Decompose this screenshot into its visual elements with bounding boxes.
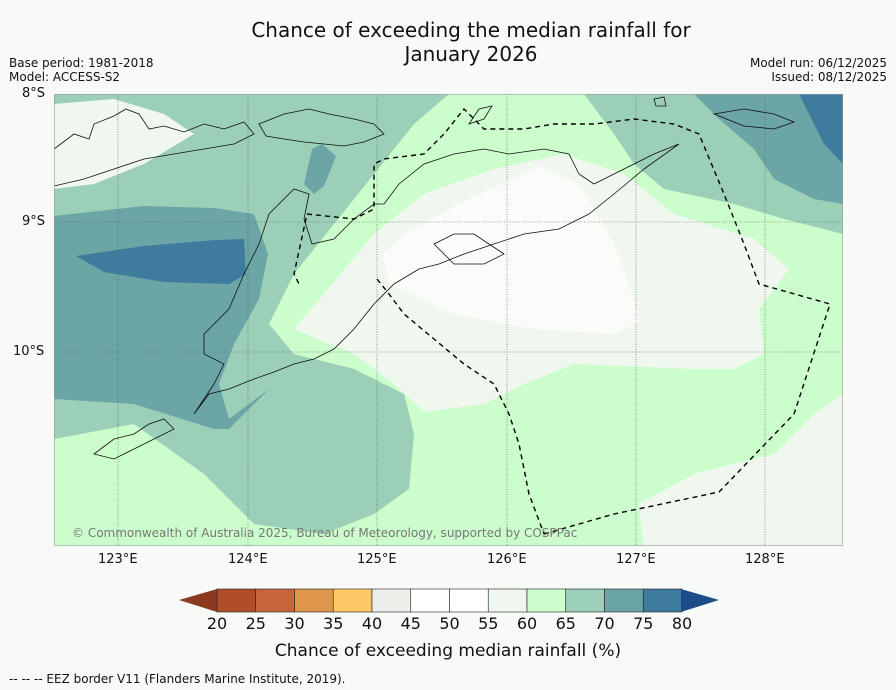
colorbar-box [410, 588, 450, 613]
graticule [54, 94, 843, 546]
colorbar-box [294, 588, 334, 613]
colorbar-tick-label: 70 [594, 614, 615, 633]
colorbar [179, 588, 719, 613]
colorbar-tick-label: 25 [245, 614, 266, 633]
coastlines [54, 96, 796, 460]
model-name: Model: ACCESS-S2 [9, 70, 121, 84]
eez-border [293, 107, 831, 535]
colorbar-tick-label: 55 [478, 614, 499, 633]
copyright-notice: © Commonwealth of Australia 2025, Bureau… [72, 526, 578, 540]
left-metadata: Base period: 1981-2018 Model: ACCESS-S2 [9, 56, 154, 84]
colorbar-tick-label: 50 [439, 614, 460, 633]
colorbar-tick-label: 75 [633, 614, 654, 633]
issued-date: Issued: 08/12/2025 [771, 70, 887, 84]
colorbar-box [565, 588, 605, 613]
lon-label-128e: 128°E [745, 552, 785, 567]
colorbar-tick-label: 60 [516, 614, 538, 633]
map-frame [54, 94, 843, 546]
colorbar-tick-label: 20 [206, 614, 228, 633]
band-65-70-west [54, 94, 449, 534]
colorbar-tick-label: 30 [284, 614, 305, 633]
eez-legend: -- -- -- EEZ border V11 (Flanders Marine… [9, 672, 346, 686]
colorbar-box [332, 588, 373, 613]
colorbar-tick-label: 80 [671, 614, 693, 633]
base-period: Base period: 1981-2018 [9, 56, 154, 70]
title-line-1: Chance of exceeding the median rainfall … [251, 18, 691, 42]
colorbar-tick-label: 65 [555, 614, 576, 633]
colorbar-box [255, 588, 295, 613]
lon-label-124e: 124°E [228, 552, 268, 567]
colorbar-tick-label: 45 [400, 614, 421, 633]
band-75-80-east [799, 94, 843, 164]
colorbar-tick-label: 35 [323, 614, 344, 633]
band-70-75-east [694, 94, 843, 204]
colorbar-box [526, 588, 567, 613]
lat-label-10s: 10°S [13, 344, 45, 359]
lon-label-125e: 125°E [357, 552, 397, 567]
colorbar-box [642, 588, 683, 613]
lon-label-127e: 127°E [616, 552, 656, 567]
colorbar-box [216, 588, 257, 613]
colorbar-box [371, 588, 412, 613]
map-title: Chance of exceeding the median rainfall … [0, 18, 896, 66]
band-55-60-nw [54, 99, 194, 189]
model-run: Model run: 06/12/2025 [749, 56, 887, 70]
band-50-55-central [382, 166, 639, 334]
colorbar-box [604, 588, 644, 613]
colorbar-label: Chance of exceeding median rainfall (%) [274, 641, 622, 661]
lat-label-9s: 9°S [22, 214, 46, 229]
rainfall-map [54, 94, 843, 546]
colorbar-box [487, 588, 528, 613]
lon-label-126e: 126°E [487, 552, 527, 567]
colorbar-tick-label: 40 [361, 614, 383, 633]
band-75-80-west [76, 239, 246, 284]
title-line-2: January 2026 [404, 42, 538, 66]
colorbar-box [449, 588, 489, 613]
colorbar-arrow-high [681, 589, 719, 612]
lon-label-123e: 123°E [98, 552, 138, 567]
colorbar-arrow-low [179, 589, 217, 612]
band-70-75-islet [304, 144, 336, 194]
lat-label-8s: 8°S [22, 86, 46, 101]
right-metadata: Model run: 06/12/2025 Issued: 08/12/2025 [750, 56, 887, 84]
